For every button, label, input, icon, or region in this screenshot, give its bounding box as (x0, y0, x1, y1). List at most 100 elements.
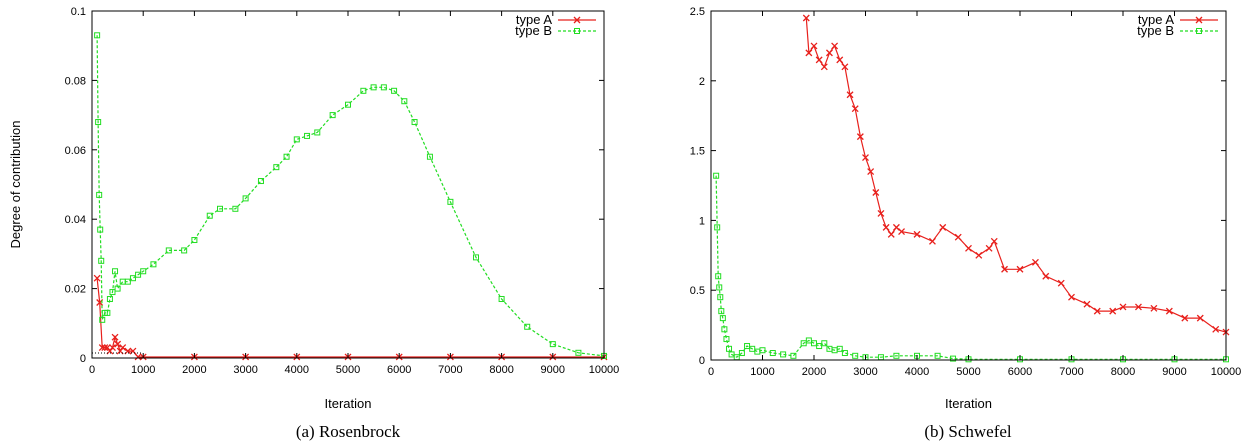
legend-marker (573, 16, 581, 24)
data-point (217, 205, 223, 212)
data-point (1119, 303, 1127, 311)
data-point (314, 129, 321, 136)
series-line (715, 175, 1226, 360)
x-tick-label: 4000 (285, 364, 309, 376)
data-point (273, 164, 280, 171)
data-point (206, 212, 213, 219)
data-point (975, 251, 983, 259)
legend-marker (1196, 28, 1202, 34)
y-tick-label: 0.08 (65, 75, 86, 87)
data-point (114, 285, 121, 292)
data-point (1042, 272, 1050, 280)
data-point (816, 343, 823, 350)
data-point (939, 223, 947, 231)
series-type-a (93, 274, 608, 361)
x-tick-label: 9000 (541, 364, 565, 376)
x-tick-label: 8000 (489, 364, 513, 376)
data-point (810, 42, 818, 50)
data-point (426, 153, 433, 160)
data-point (887, 230, 895, 238)
data-point (862, 154, 869, 162)
data-point (831, 42, 839, 50)
data-point (821, 340, 828, 347)
data-point (575, 349, 582, 356)
data-point (97, 226, 104, 233)
y-tick-label: 0.5 (690, 285, 705, 297)
data-point (135, 271, 142, 278)
data-point (329, 112, 336, 119)
x-tick-label: 7000 (1059, 366, 1083, 378)
data-point (1068, 293, 1075, 301)
x-axis-label: Iteration (325, 396, 372, 411)
data-point (1057, 279, 1065, 287)
data-point (898, 228, 906, 236)
data-point (841, 63, 849, 71)
legend-label: type A (516, 12, 552, 27)
plot-frame (91, 10, 605, 359)
y-tick-label: 0.1 (71, 6, 86, 18)
x-tick-label: 5000 (956, 366, 980, 378)
data-point (954, 233, 962, 241)
y-tick-label: 0 (699, 355, 705, 367)
data-point (721, 326, 728, 333)
y-axis-label: Degree of contribution (8, 121, 23, 249)
data-point (124, 278, 131, 285)
data-point (96, 191, 103, 198)
y-tick-label: 0.04 (65, 214, 86, 226)
data-point (846, 91, 854, 99)
x-tick-label: 10000 (589, 364, 620, 376)
data-point (360, 87, 367, 94)
x-tick-label: 6000 (1008, 366, 1032, 378)
x-tick-label: 7000 (438, 364, 462, 376)
series-line (96, 278, 604, 358)
series-type-a (802, 14, 1230, 336)
y-tick-label: 1.5 (690, 146, 705, 158)
data-point (913, 230, 921, 238)
data-point (950, 355, 957, 362)
chart-panel-1: 0 1000 2000 3000 4000 5000 6000 7000 8000 9000 100… (8, 6, 619, 411)
data-point (723, 336, 730, 343)
y-tick-label: 0.06 (65, 145, 86, 157)
data-point (856, 133, 864, 141)
data-point (892, 223, 900, 231)
data-point (990, 237, 998, 245)
x-tick-label: 8000 (1111, 366, 1135, 378)
data-point (1001, 265, 1009, 273)
data-point (1212, 325, 1220, 333)
data-point (1165, 307, 1173, 315)
x-tick-label: 3000 (233, 364, 257, 376)
x-tick-label: 5000 (336, 364, 360, 376)
data-point (769, 350, 776, 357)
data-point (790, 352, 797, 359)
y-tick-label: 2 (699, 76, 705, 88)
data-point (112, 268, 119, 275)
legend-label: type A (1138, 12, 1174, 27)
legend-marker (1195, 16, 1203, 24)
data-point (1196, 314, 1204, 322)
series-type-b (713, 172, 1229, 363)
data-point (1031, 258, 1039, 266)
data-point (836, 56, 844, 64)
data-point (140, 268, 147, 275)
data-point (104, 309, 111, 316)
data-point (549, 341, 556, 348)
data-point (713, 172, 720, 179)
data-point (754, 348, 761, 355)
y-tick-label: 0.02 (65, 284, 86, 296)
data-point (165, 247, 172, 254)
data-point (1093, 307, 1101, 315)
data-point (106, 296, 113, 303)
data-point (498, 296, 505, 303)
x-tick-label: 3000 (853, 366, 877, 378)
data-point (1016, 265, 1024, 273)
legend-marker (574, 28, 580, 34)
data-point (304, 132, 311, 139)
data-point (928, 237, 936, 245)
x-tick-label: 2000 (802, 366, 826, 378)
data-point (129, 275, 136, 282)
series-line (805, 17, 1227, 333)
x-axis-label: Iteration (945, 396, 992, 411)
data-point (111, 333, 119, 341)
chart-panel-2: 0 1000 2000 3000 4000 5000 6000 7000 8000 9000 100… (690, 6, 1242, 411)
